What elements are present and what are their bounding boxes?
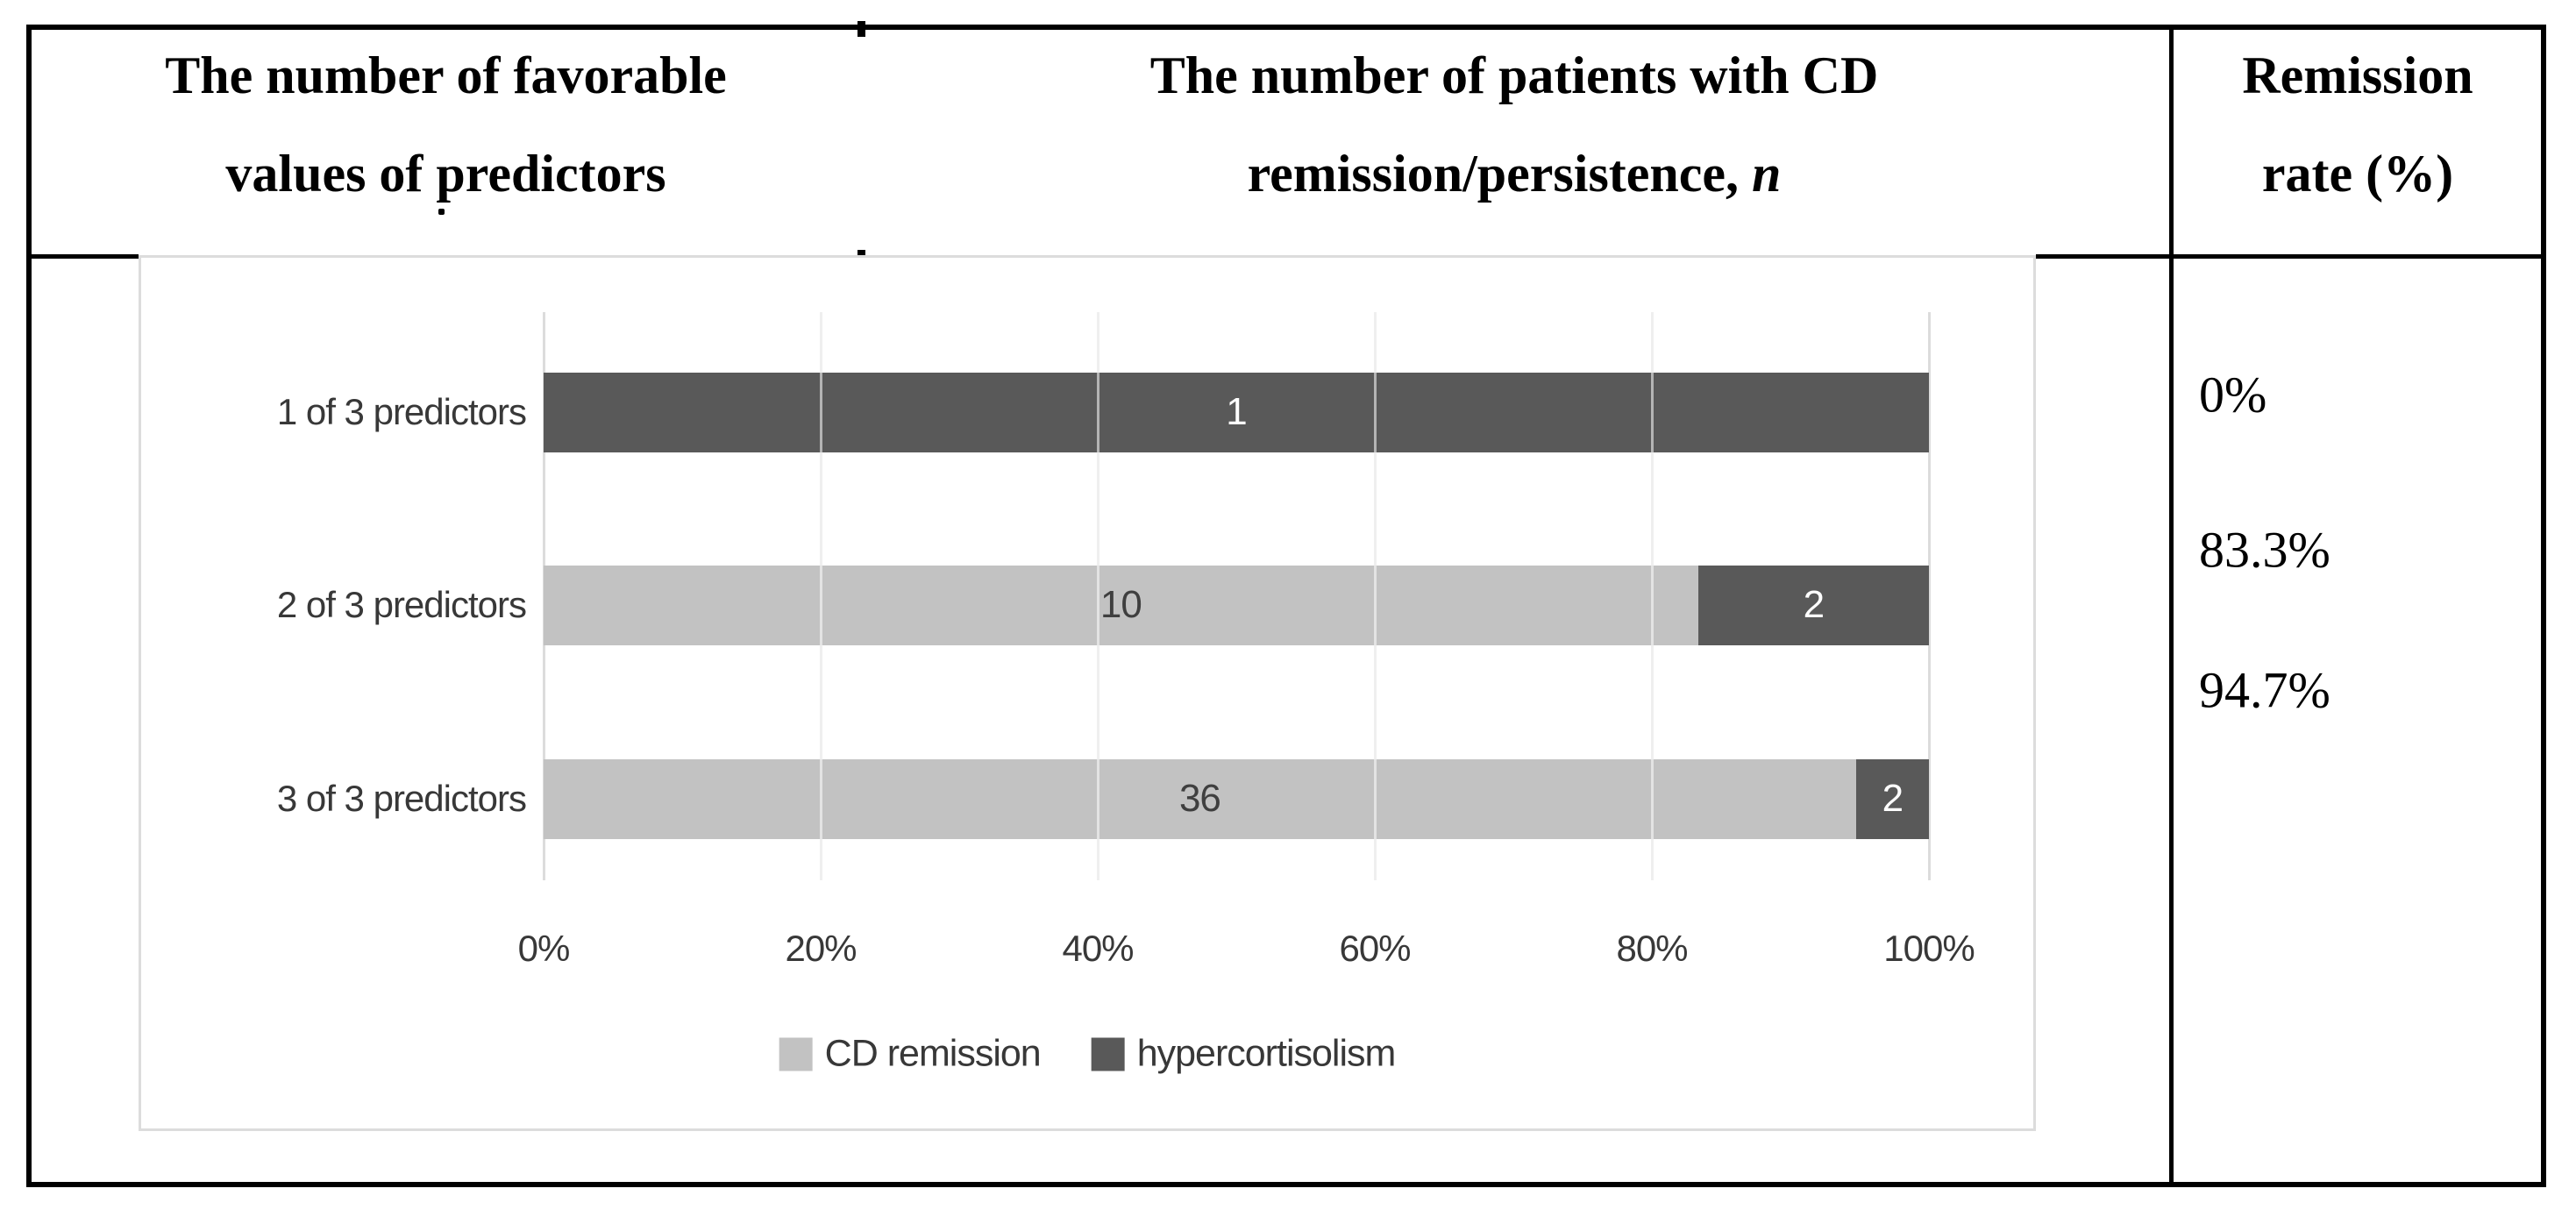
grid-line-overlay xyxy=(1097,312,1099,880)
legend-label: CD remission xyxy=(824,1032,1042,1075)
header-col-predictors-line2: values of predictors xyxy=(225,145,666,203)
column-boundary-tick-top xyxy=(857,21,865,37)
header-col-patients-n-italic: n xyxy=(1752,145,1782,203)
bar-value-label: 2 xyxy=(1803,583,1825,626)
grid-line-overlay xyxy=(820,312,822,880)
stray-dot xyxy=(438,209,445,215)
header-separator-right xyxy=(2036,254,2541,259)
remission-rate-value-3: 94.7% xyxy=(2199,661,2330,719)
bar-value-label: 2 xyxy=(1882,777,1904,820)
header-col-predictors-line1: The number of favorable xyxy=(165,46,727,104)
legend-swatch xyxy=(779,1037,813,1071)
bar-value-label: 36 xyxy=(1178,777,1221,820)
header-col-patients-line1: The number of patients with CD xyxy=(1149,46,1879,104)
grid-line xyxy=(1928,312,1931,880)
legend-label: hypercortisolism xyxy=(1136,1032,1397,1075)
column-separator-line xyxy=(2169,25,2174,1187)
header-col-predictors: The number of favorable values of predic… xyxy=(32,26,859,223)
header-col-patients-line2: remission/persistence, n xyxy=(859,125,2169,223)
category-label: 1 of 3 predictors xyxy=(276,391,527,432)
bar-segment-remission: 36 xyxy=(544,758,1856,839)
legend-swatch xyxy=(1091,1037,1125,1071)
x-axis-tick-label: 40% xyxy=(1062,928,1134,969)
x-axis-tick-label: 60% xyxy=(1339,928,1411,969)
header-col-patients: The number of patients with CD remission… xyxy=(859,26,2169,223)
grid-line-overlay xyxy=(1374,312,1377,880)
bar-value-label: 1 xyxy=(1226,390,1248,433)
bar-segment-remission: 10 xyxy=(544,565,1698,645)
legend-item: CD remission xyxy=(779,1032,1042,1076)
table-outer-border xyxy=(26,25,2546,1187)
x-axis-tick-label: 20% xyxy=(785,928,857,969)
bar-segment-hypercortisolism: 2 xyxy=(1697,565,1929,645)
x-axis-tick-label: 80% xyxy=(1616,928,1688,969)
header-col-remission-rate-line2: rate (%) xyxy=(2261,145,2454,203)
legend-item: hypercortisolism xyxy=(1091,1032,1397,1076)
bar-segment-hypercortisolism: 1 xyxy=(544,372,1929,452)
grid-line-overlay xyxy=(1651,312,1654,880)
category-label: 3 of 3 predictors xyxy=(276,778,527,819)
header-col-remission-rate: Remission rate (%) xyxy=(2174,26,2542,223)
bar-value-label: 10 xyxy=(1099,583,1142,626)
header-col-remission-rate-line1: Remission xyxy=(2242,46,2473,104)
header-col-patients-line2-text: remission/persistence, xyxy=(1247,145,1753,203)
x-axis-tick-label: 100% xyxy=(1883,928,1975,969)
remission-rate-value-1: 0% xyxy=(2199,366,2267,423)
x-axis-tick-label: 0% xyxy=(517,928,571,969)
remission-rate-value-2: 83.3% xyxy=(2199,521,2330,579)
category-label: 2 of 3 predictors xyxy=(276,584,527,625)
bar-segment-hypercortisolism: 2 xyxy=(1855,758,1929,839)
header-separator-left xyxy=(32,254,139,259)
chart-legend: CD remission hypercortisolism xyxy=(779,1033,1396,1076)
